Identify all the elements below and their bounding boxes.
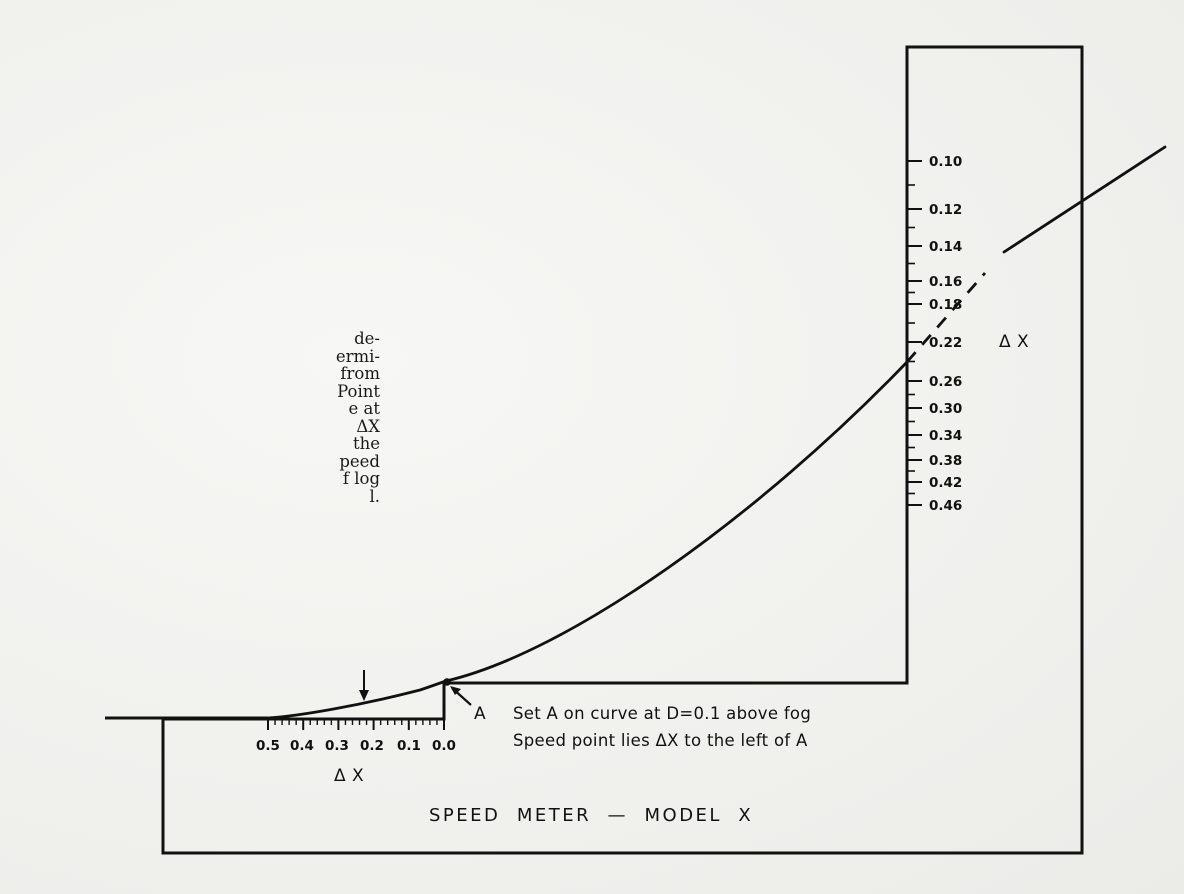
- bottom-scale-label: 0.5: [256, 738, 280, 754]
- bottom-scale-label: 0.2: [360, 738, 384, 754]
- side-caption-line: f log: [342, 469, 380, 488]
- side-caption-line: de-: [354, 330, 380, 348]
- density-curve-upper: [1002, 145, 1167, 254]
- speed-point-arrow-head: [359, 690, 369, 701]
- side-caption-line: l.: [369, 486, 380, 505]
- right-scale-label: 0.34: [929, 428, 962, 444]
- point-a-marker: [443, 678, 451, 686]
- side-caption-line: from: [340, 364, 380, 383]
- right-scale-label: 0.14: [929, 239, 962, 255]
- right-scale-label: 0.10: [929, 154, 962, 170]
- right-scale-label-group: 0.10 0.12 0.14 0.16 0.18 0.22 0.26 0.30 0.34 0.38…: [929, 154, 962, 514]
- right-scale-label: 0.18: [929, 297, 962, 313]
- side-caption-line: the: [352, 434, 380, 453]
- side-caption-line: ermi-: [335, 346, 380, 366]
- side-caption-line: e at: [348, 399, 380, 418]
- right-scale-label: 0.42: [929, 475, 962, 491]
- meter-title: SPEED METER — MODEL X: [429, 805, 753, 826]
- density-curve-dashed: [905, 272, 987, 363]
- side-caption-line: ΔX: [356, 416, 380, 436]
- right-scale-label: 0.26: [929, 374, 962, 390]
- right-scale-name: Δ X: [999, 332, 1029, 352]
- bottom-scale-label-group: 0.5 0.4 0.3 0.2 0.1 0.0: [256, 738, 456, 754]
- instruction-line-2: Speed point lies ΔX to the left of A: [513, 731, 808, 750]
- density-curve: [266, 360, 909, 720]
- bottom-scale-ticks: [267, 719, 445, 730]
- side-caption-line: Point: [337, 381, 380, 401]
- side-caption-line: peed: [339, 451, 380, 471]
- point-a-label: A: [474, 704, 486, 724]
- point-a-pointer-head: [450, 686, 461, 695]
- right-scale-label: 0.12: [929, 202, 962, 218]
- bottom-scale-label: 0.1: [397, 738, 421, 754]
- right-scale-ticks: [907, 160, 922, 506]
- right-scale-label: 0.30: [929, 401, 962, 417]
- bottom-scale-label: 0.3: [325, 738, 349, 754]
- right-scale-label: 0.16: [929, 274, 962, 290]
- bottom-scale-label: 0.4: [290, 738, 314, 754]
- bottom-scale-label: 0.0: [432, 738, 456, 754]
- right-scale-label: 0.22: [929, 335, 962, 351]
- side-caption: de-ermi-from Point e at ΔX the peed f log l.: [246, 330, 380, 505]
- instruction-line-1: Set A on curve at D=0.1 above fog: [513, 704, 811, 723]
- right-scale-label: 0.38: [929, 453, 962, 469]
- bottom-scale-name: Δ X: [334, 766, 364, 786]
- right-scale-label: 0.46: [929, 498, 962, 514]
